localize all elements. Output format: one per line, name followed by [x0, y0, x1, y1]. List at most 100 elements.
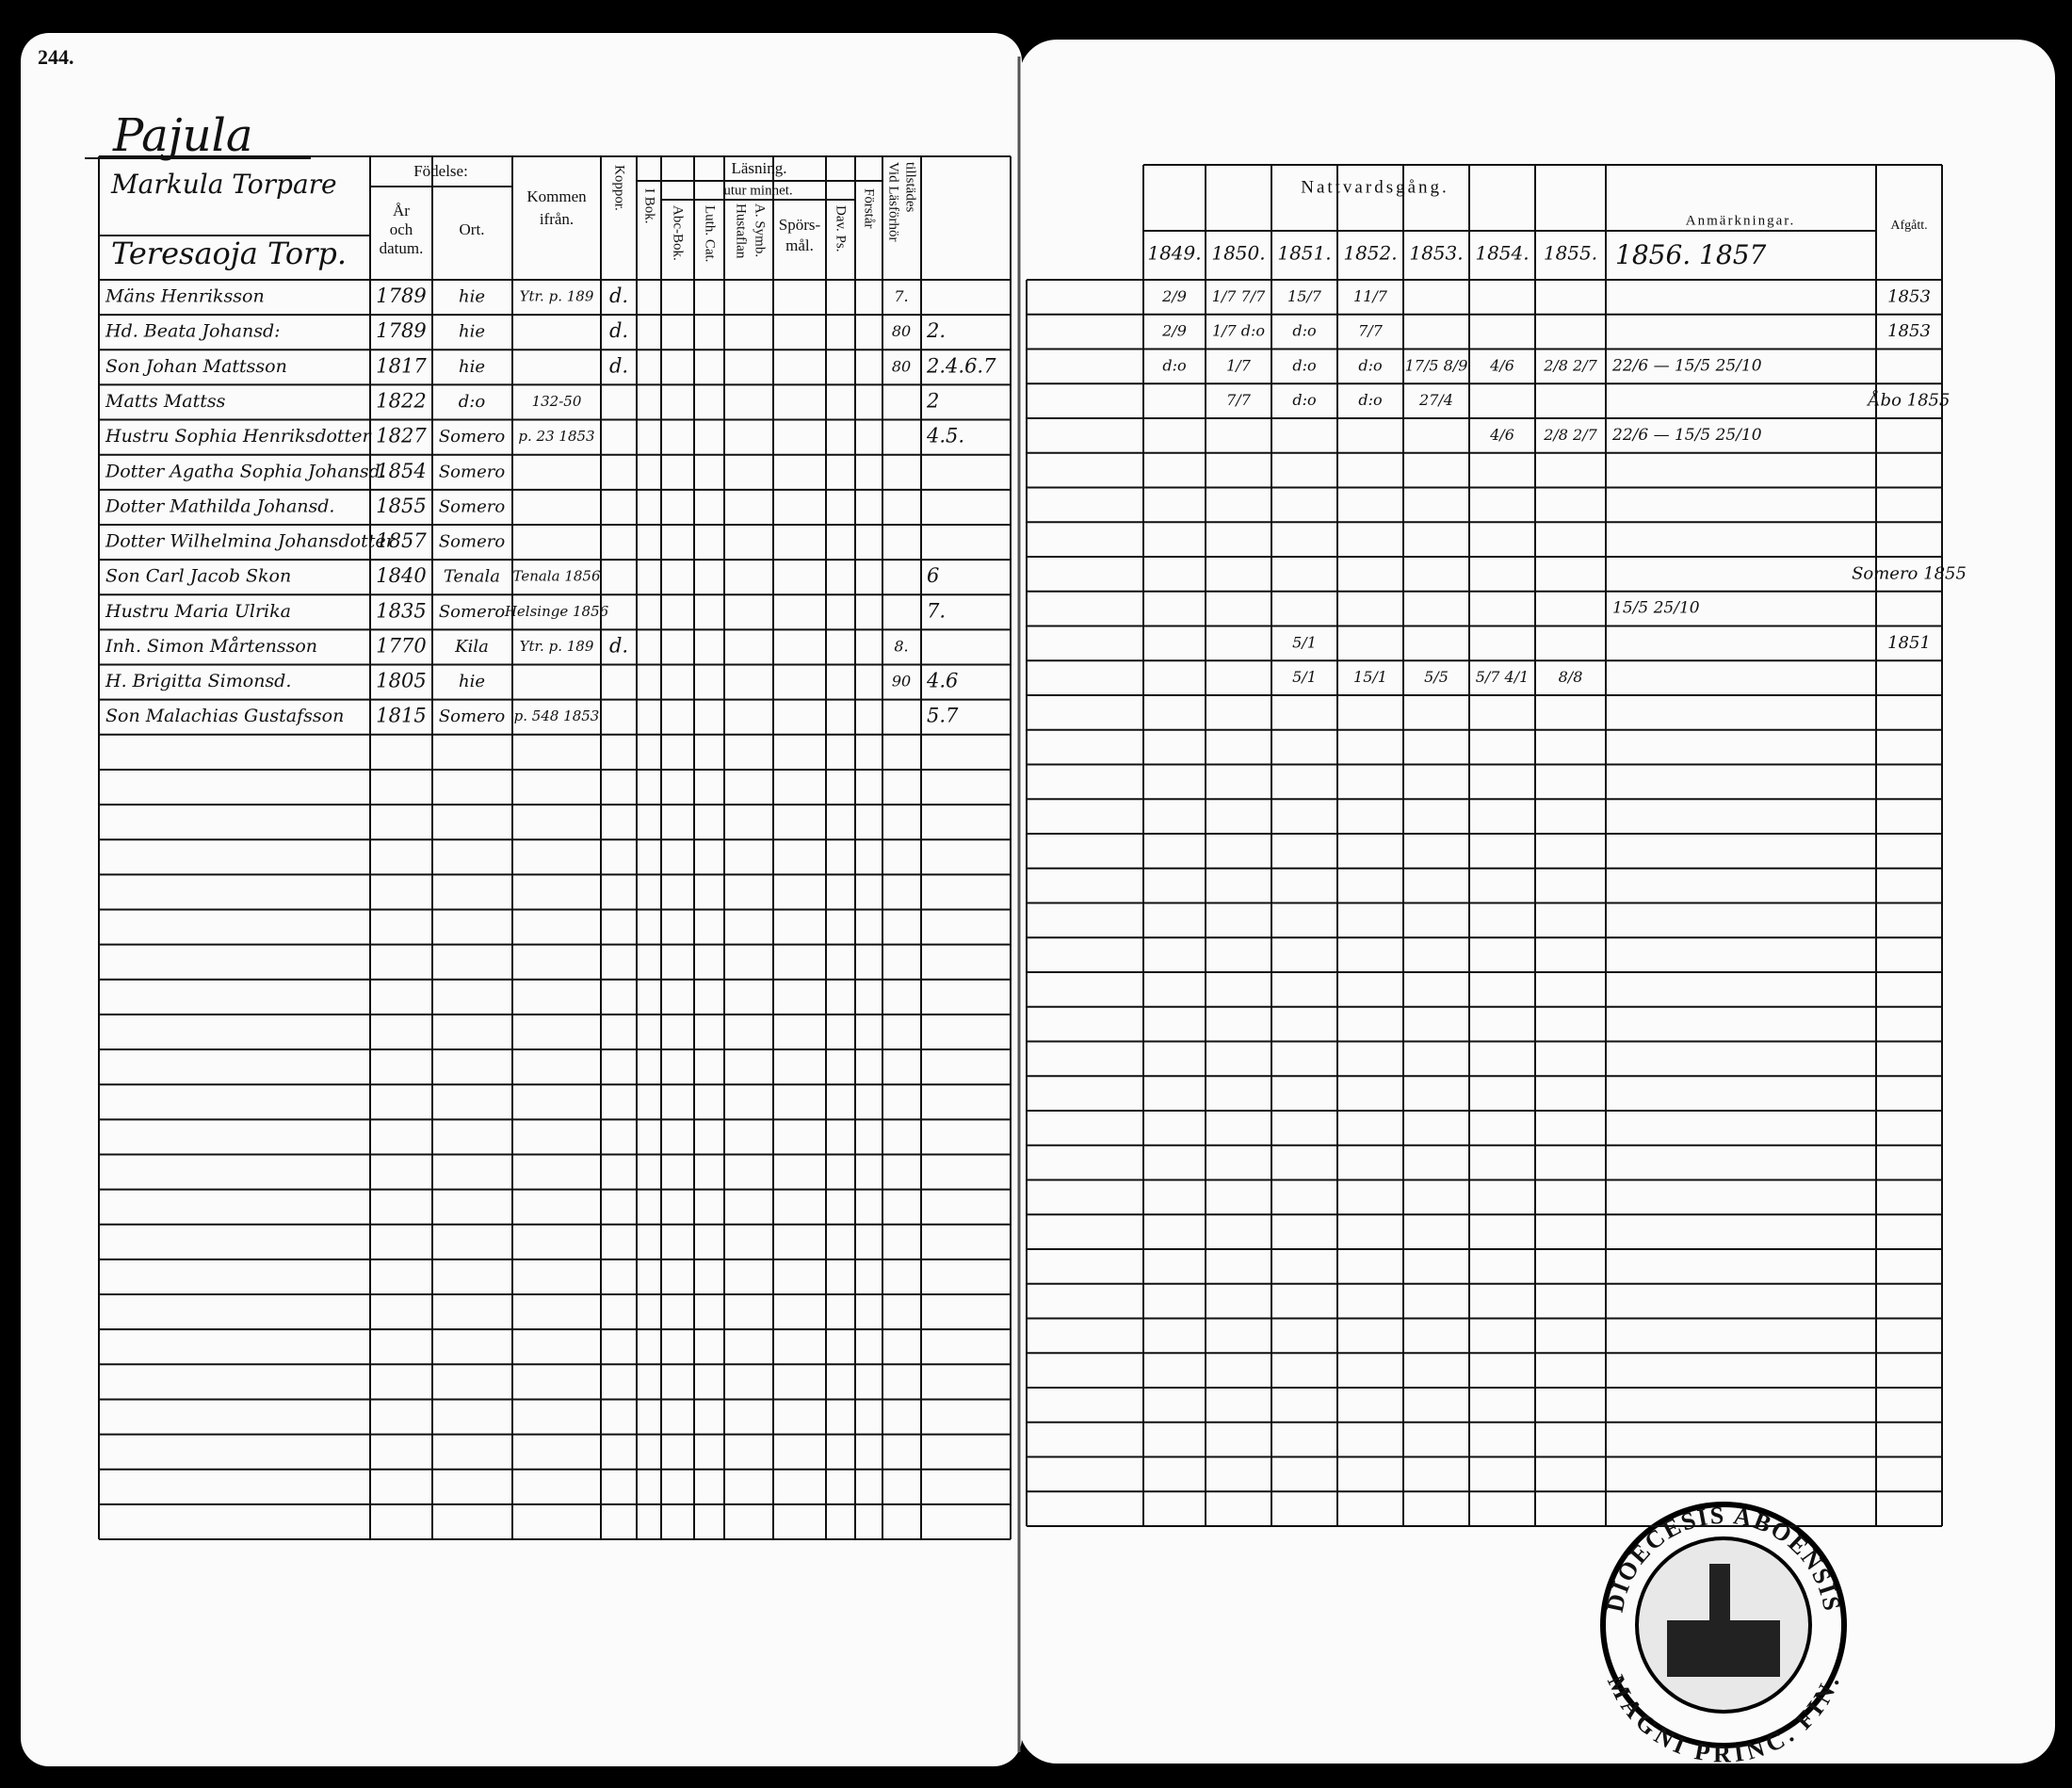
remarks-years: 1856. 1857: [1615, 239, 1767, 270]
text: 5/1: [1292, 633, 1317, 651]
text: d.: [609, 634, 628, 657]
text: Läsning.: [731, 159, 786, 177]
text: 7/7: [1226, 391, 1252, 409]
person-name: Mäns Henriksson: [105, 286, 265, 307]
remarks: 15/5 25/10: [1612, 599, 1700, 618]
notes: 2.: [926, 319, 946, 342]
notes: 5.7: [927, 705, 959, 727]
text: 4/6: [1489, 356, 1514, 374]
text: 5/7 4/1: [1476, 668, 1530, 686]
notes: 2: [926, 389, 939, 412]
text: 90: [892, 673, 911, 691]
text: d:o: [1162, 356, 1186, 374]
person-name: Matts Mattss: [105, 391, 226, 412]
text: Ytr. p. 189: [520, 288, 594, 305]
text: Somero: [439, 532, 505, 552]
notes: 7.: [927, 599, 946, 622]
text: Tenala 1856: [512, 568, 600, 585]
text: 1853: [1887, 321, 1931, 341]
text: d:o: [1292, 391, 1316, 409]
text: 1789: [376, 284, 426, 307]
text: 1835: [376, 599, 426, 622]
text: d.: [609, 354, 628, 377]
text: 2/9: [1161, 322, 1187, 340]
text: d:o: [1358, 391, 1382, 409]
text: d:o: [459, 392, 486, 412]
text: Spörs-: [779, 216, 821, 234]
vertical-header: Luth. Cat.: [703, 205, 718, 262]
household-sub: Teresaoja Torp.: [111, 236, 347, 271]
text: d:o: [1358, 356, 1382, 374]
text: Somero: [439, 602, 505, 622]
text: hie: [459, 322, 485, 342]
text: Kila: [454, 637, 489, 657]
text: hie: [459, 287, 485, 307]
vertical-header: I Bok.: [642, 188, 657, 224]
text: Ytr. p. 189: [520, 638, 594, 655]
text: 1850.: [1211, 242, 1265, 265]
person-name: Dotter Mathilda Johansd.: [105, 496, 334, 516]
text: 1851: [1887, 633, 1931, 653]
text: Födelse:: [413, 162, 468, 180]
vertical-header: Koppor.: [612, 165, 627, 211]
text: 4/6: [1489, 426, 1514, 444]
right-page: [1019, 40, 2055, 1764]
vertical-header: Vid Läsförhör: [886, 162, 901, 242]
text: Kommen: [526, 187, 587, 205]
text: 8.: [894, 637, 908, 655]
notes: 4.6: [926, 670, 958, 692]
text: p. 548 1853: [514, 707, 600, 724]
text: 1827: [376, 425, 427, 447]
text: datum.: [380, 239, 424, 257]
text: 1817: [376, 354, 427, 377]
text: Anmärkningar.: [1686, 213, 1795, 228]
stamp-ring: [1600, 1502, 1847, 1748]
text: Afgått.: [1890, 219, 1927, 233]
person-name: Hustru Maria Ulrika: [105, 601, 291, 622]
text: 2/8 2/7: [1543, 356, 1597, 374]
text: 2/9: [1161, 287, 1187, 305]
notes: 2.4.6.7: [926, 354, 996, 377]
text: mål.: [785, 236, 814, 254]
text: Somero: [439, 496, 505, 516]
text: 1/7: [1226, 356, 1252, 374]
text: hie: [459, 672, 485, 691]
text: 1854: [376, 460, 426, 482]
text: 1815: [376, 705, 426, 727]
text: 1855: [376, 495, 426, 517]
text: ifrån.: [540, 210, 574, 228]
text: År: [393, 202, 410, 219]
text: 1852.: [1343, 242, 1397, 265]
text: 132-50: [532, 393, 582, 410]
text: 5/1: [1292, 668, 1317, 686]
text: 1805: [376, 670, 426, 692]
stamp-tower: [1709, 1564, 1730, 1630]
text: 15/1: [1353, 668, 1387, 686]
text: 1/7 7/7: [1212, 287, 1266, 305]
text: 1840: [376, 564, 426, 587]
text: 11/7: [1353, 287, 1388, 305]
text: 2/8 2/7: [1543, 426, 1597, 444]
text: 80: [892, 322, 911, 340]
vertical-header: Abc-Bok.: [671, 205, 686, 261]
text: Helsinge 1856: [504, 603, 609, 620]
vertical-header: Förstår: [862, 188, 877, 229]
person-name: Hd. Beata Johansd:: [105, 321, 281, 342]
text: d.: [609, 319, 628, 342]
text: 8/8: [1559, 668, 1583, 686]
person-name: Inh. Simon Mårtensson: [105, 636, 317, 657]
text: hie: [459, 357, 485, 377]
text: 1851.: [1277, 242, 1331, 265]
page-number: 244.: [38, 45, 74, 69]
left-page: [21, 33, 1022, 1766]
text: 27/4: [1418, 391, 1453, 409]
text: 1770: [376, 634, 426, 657]
notes: 4.5.: [926, 425, 964, 447]
text: d.: [609, 284, 628, 307]
vertical-header: A. Symb.: [753, 203, 768, 257]
person-name: Dotter Agatha Sophia Johansd.: [105, 461, 386, 481]
text: d:o: [1292, 322, 1316, 340]
text: 80: [892, 357, 911, 375]
